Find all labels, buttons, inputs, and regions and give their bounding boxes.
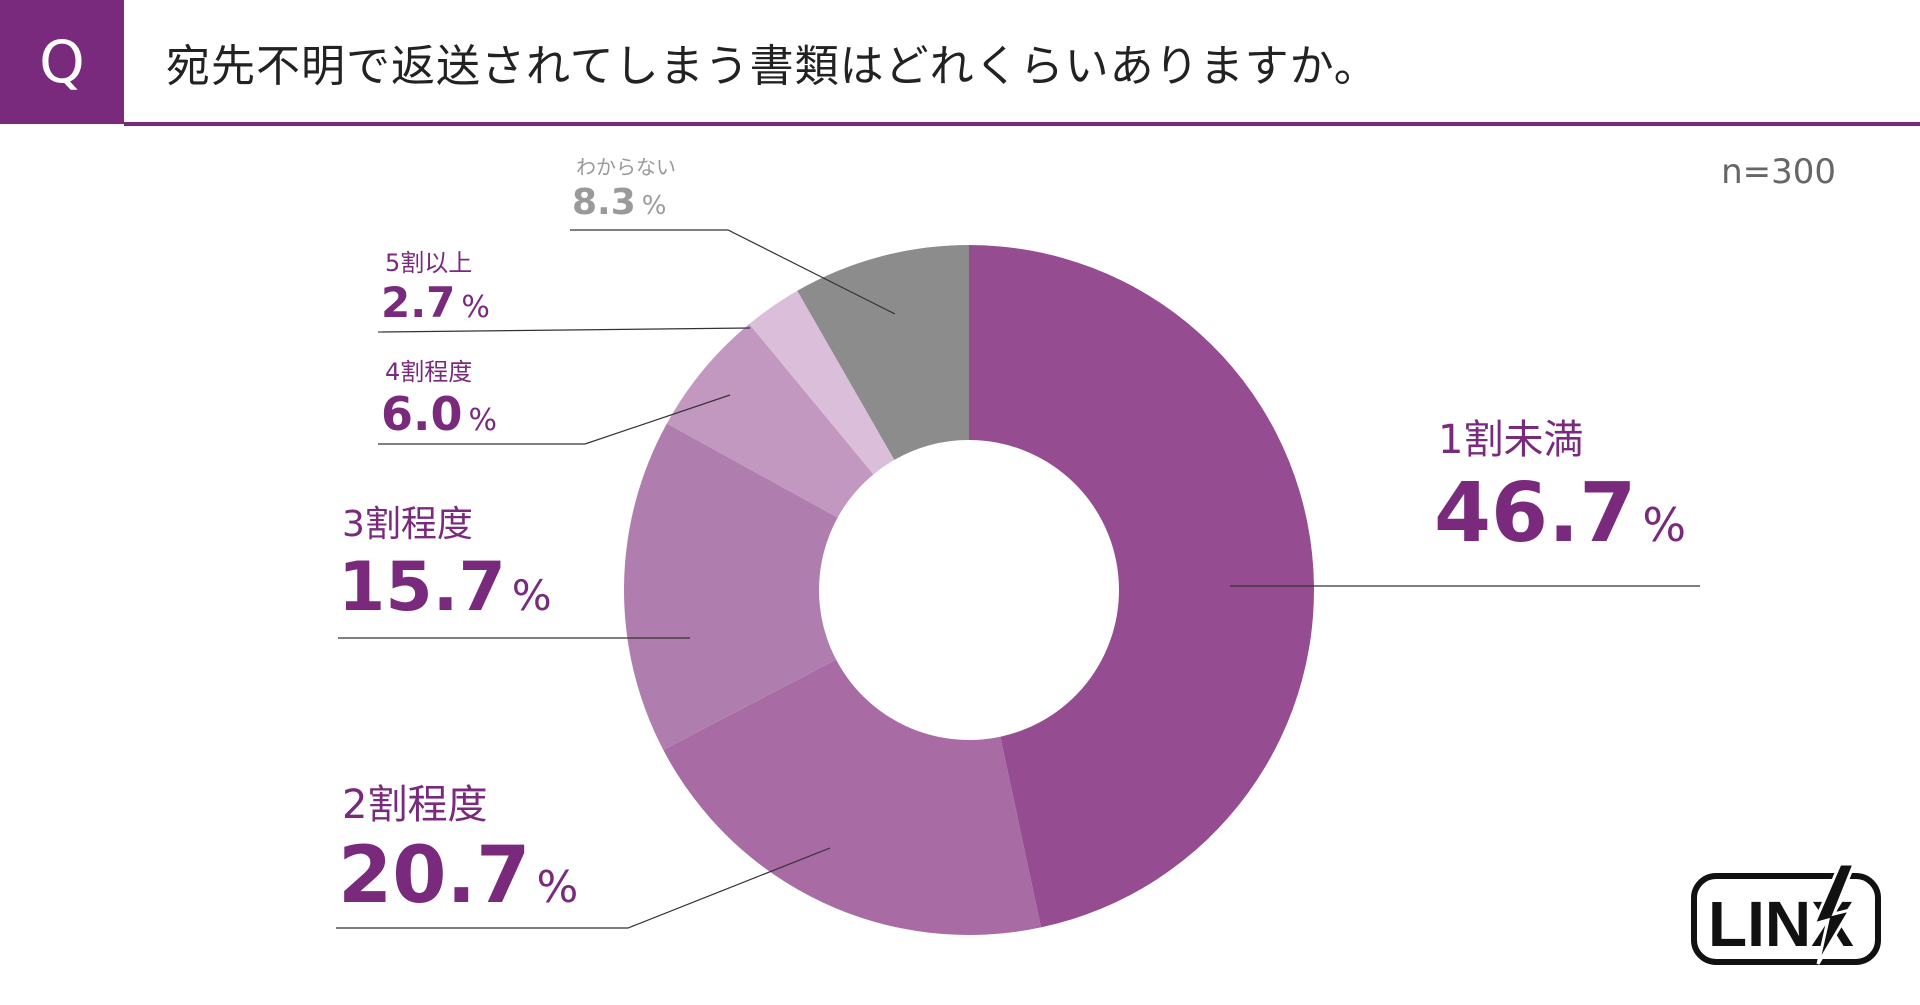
sample-size: n=300 — [1721, 152, 1836, 192]
slice-value-4: 6.0% — [381, 387, 497, 441]
slice-1 — [969, 245, 1314, 928]
slice-label-4: 4割程度 — [385, 358, 472, 386]
slice-value-3: 15.7% — [338, 548, 552, 627]
slice-label-6: わからない — [576, 155, 676, 179]
slice-value-1: 46.7% — [1434, 466, 1686, 561]
linx-logo: LINX — [1691, 862, 1881, 965]
slice-value-5: 2.7% — [381, 278, 490, 327]
slice-label-5: 5割以上 — [385, 249, 472, 277]
lightning-icon — [1811, 862, 1857, 965]
slice-label-2: 2割程度 — [342, 782, 487, 828]
leader-line-6 — [570, 229, 896, 315]
leader-line-2 — [336, 847, 831, 929]
slice-2 — [663, 659, 1042, 935]
question-title: 宛先不明で返送されてしまう書類はどれくらいありますか。 — [166, 41, 1379, 92]
slice-value-6: 8.3% — [572, 182, 667, 223]
slice-4 — [666, 324, 874, 518]
header-divider — [124, 122, 1920, 126]
slice-3 — [624, 423, 838, 750]
slice-6 — [797, 245, 969, 460]
slice-label-3: 3割程度 — [342, 504, 473, 545]
slice-5 — [749, 290, 895, 475]
slice-value-2: 20.7% — [338, 831, 578, 921]
question-badge: Q — [0, 0, 124, 124]
leader-line-5 — [377, 327, 751, 333]
leader-line-4 — [378, 394, 731, 445]
slice-label-1: 1割未満 — [1438, 417, 1583, 463]
